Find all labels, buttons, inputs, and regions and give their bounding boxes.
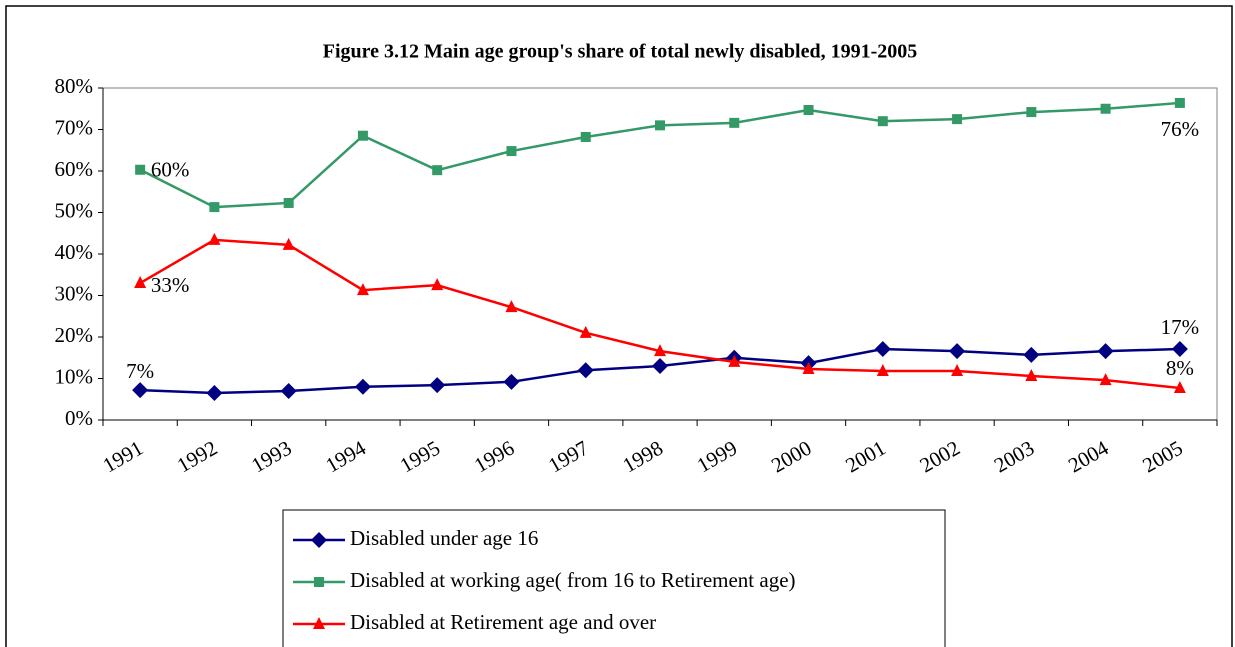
legend-marker	[314, 577, 324, 587]
data-label: 7%	[126, 359, 154, 383]
y-tick-label: 70%	[55, 115, 94, 139]
data-point	[208, 232, 221, 245]
data-point	[432, 165, 443, 176]
data-label: 8%	[1166, 356, 1194, 380]
data-point	[577, 362, 594, 379]
data-point	[1097, 343, 1114, 360]
data-point	[803, 104, 814, 115]
legend-marker	[313, 617, 325, 629]
data-point	[579, 325, 592, 338]
data-point	[1023, 346, 1040, 363]
legend-marker	[311, 532, 327, 548]
data-point	[1173, 381, 1186, 394]
data-point	[283, 197, 294, 208]
data-point	[949, 343, 966, 360]
y-tick-label: 10%	[55, 364, 94, 388]
data-point	[505, 300, 518, 313]
data-point	[282, 237, 295, 250]
data-point	[506, 146, 517, 157]
y-tick-label: 60%	[55, 157, 94, 181]
legend-label: Disabled under age 16	[350, 526, 538, 550]
data-point	[952, 114, 963, 125]
data-label: 17%	[1161, 315, 1200, 339]
data-point	[357, 130, 368, 141]
data-point	[728, 354, 741, 367]
data-point	[206, 385, 223, 402]
data-point	[431, 278, 444, 291]
data-point	[652, 358, 668, 375]
data-label: 60%	[151, 158, 190, 182]
data-point	[654, 344, 666, 357]
data-point	[951, 364, 964, 377]
y-tick-label: 0%	[65, 406, 93, 430]
y-tick-label: 40%	[55, 240, 94, 264]
data-point	[1025, 369, 1038, 382]
legend	[282, 509, 946, 647]
data-point	[280, 382, 297, 399]
data-point	[1171, 341, 1188, 358]
data-point	[503, 373, 520, 390]
data-point	[877, 116, 888, 127]
data-point	[876, 364, 889, 377]
legend-label: Disabled at working age( from 16 to Reti…	[350, 568, 796, 592]
data-point	[132, 382, 149, 399]
data-point	[429, 377, 446, 394]
data-point	[209, 202, 220, 213]
data-label: 33%	[151, 273, 190, 297]
data-point	[580, 131, 591, 142]
data-point	[802, 361, 815, 374]
data-point	[356, 283, 369, 296]
data-point	[729, 117, 740, 128]
data-point	[874, 341, 891, 358]
data-point	[135, 164, 146, 175]
y-tick-label: 80%	[55, 74, 94, 98]
data-point	[1099, 373, 1112, 386]
data-point	[1026, 107, 1037, 118]
y-tick-label: 20%	[55, 323, 94, 347]
data-point	[655, 120, 665, 131]
data-point	[1174, 97, 1185, 108]
data-point	[1100, 103, 1111, 114]
y-tick-label: 30%	[55, 281, 94, 305]
chart-title: Figure 3.12 Main age group's share of to…	[323, 41, 917, 63]
data-label: 76%	[1161, 117, 1200, 141]
data-point	[354, 378, 371, 395]
y-tick-label: 50%	[55, 198, 94, 222]
data-point	[134, 276, 147, 289]
legend-label: Disabled at Retirement age and over	[350, 610, 656, 634]
